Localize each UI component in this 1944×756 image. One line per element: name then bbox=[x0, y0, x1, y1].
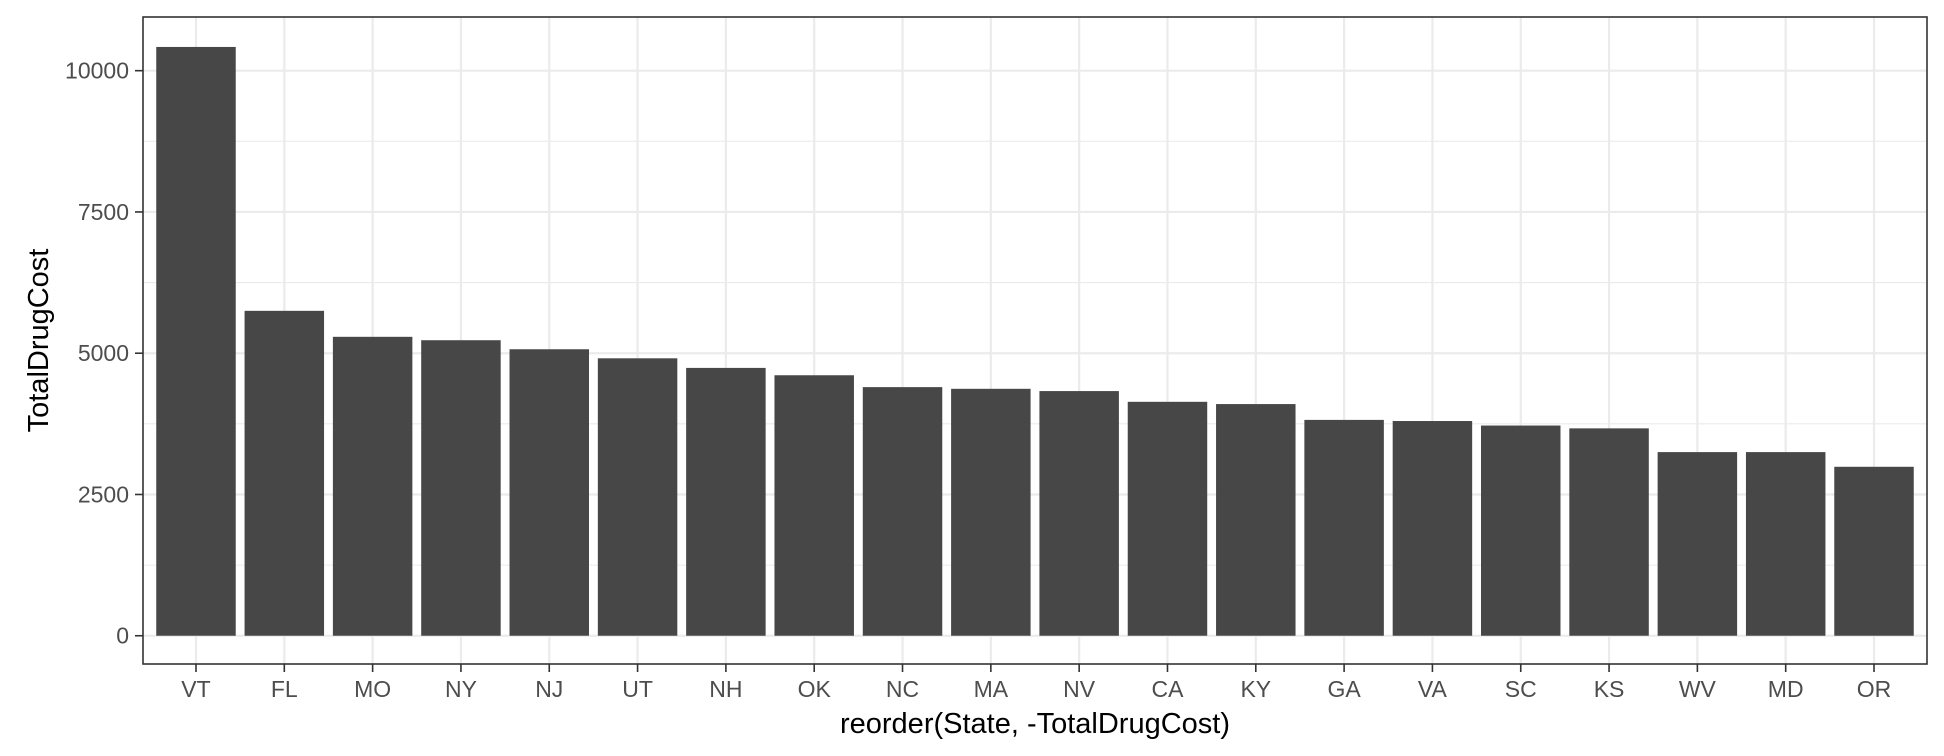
bar-vt bbox=[156, 46, 236, 636]
bar-ny bbox=[421, 340, 501, 636]
x-tick-label: NJ bbox=[535, 676, 563, 702]
bar-ut bbox=[597, 358, 678, 636]
x-tick-label: NV bbox=[1063, 676, 1096, 702]
x-tick-label: VT bbox=[181, 676, 210, 702]
x-tick-label: MO bbox=[354, 676, 391, 702]
bar-ga bbox=[1304, 419, 1384, 636]
y-tick-label: 7500 bbox=[78, 199, 129, 225]
x-tick-label: MA bbox=[974, 676, 1009, 702]
bar-mo bbox=[332, 336, 413, 636]
bar-nj bbox=[509, 349, 589, 636]
x-tick-label: GA bbox=[1327, 676, 1361, 702]
bar-or bbox=[1834, 466, 1914, 636]
y-axis-ticks: 0 2500 5000 7500 10000 bbox=[65, 58, 143, 649]
bar-nc bbox=[862, 387, 943, 636]
bar-ks bbox=[1569, 428, 1649, 636]
bar-ma bbox=[951, 388, 1031, 636]
panel-border bbox=[142, 16, 1928, 665]
x-tick-label: CA bbox=[1151, 676, 1184, 702]
bar-ok bbox=[774, 375, 854, 636]
x-tick-label: FL bbox=[271, 676, 298, 702]
bar-va bbox=[1392, 421, 1473, 636]
bar-fl bbox=[244, 310, 325, 636]
y-tick-label: 2500 bbox=[78, 481, 129, 507]
bar-ca bbox=[1127, 401, 1208, 636]
x-tick-label: VA bbox=[1418, 676, 1448, 702]
bar-wv bbox=[1657, 452, 1738, 636]
bar-ky bbox=[1216, 404, 1296, 636]
bars bbox=[156, 46, 1914, 636]
x-axis-title: reorder(State, -TotalDrugCost) bbox=[840, 708, 1230, 740]
x-tick-label: KS bbox=[1594, 676, 1625, 702]
x-tick-label: NY bbox=[445, 676, 477, 702]
x-tick-label: WV bbox=[1679, 676, 1717, 702]
y-axis-title: TotalDrugCost bbox=[23, 249, 55, 433]
x-tick-label: UT bbox=[622, 676, 653, 702]
x-tick-label: OK bbox=[798, 676, 832, 702]
y-tick-label: 10000 bbox=[65, 58, 129, 84]
bar-nh bbox=[686, 367, 766, 636]
bar-nv bbox=[1039, 391, 1119, 636]
x-tick-label: MD bbox=[1768, 676, 1804, 702]
bar-sc bbox=[1481, 425, 1561, 636]
x-axis-ticks: VT FL MO NY NJ UT NH OK NC MA NV CA KY GA VA SC KS WV MD OR bbox=[181, 664, 1891, 702]
bar-md bbox=[1745, 452, 1826, 636]
y-tick-label: 5000 bbox=[78, 340, 129, 366]
x-tick-label: KY bbox=[1240, 676, 1271, 702]
x-tick-label: NC bbox=[886, 676, 919, 702]
x-tick-label: NH bbox=[709, 676, 742, 702]
y-tick-label: 0 bbox=[116, 623, 129, 649]
x-tick-label: SC bbox=[1505, 676, 1537, 702]
x-tick-label: OR bbox=[1857, 676, 1892, 702]
